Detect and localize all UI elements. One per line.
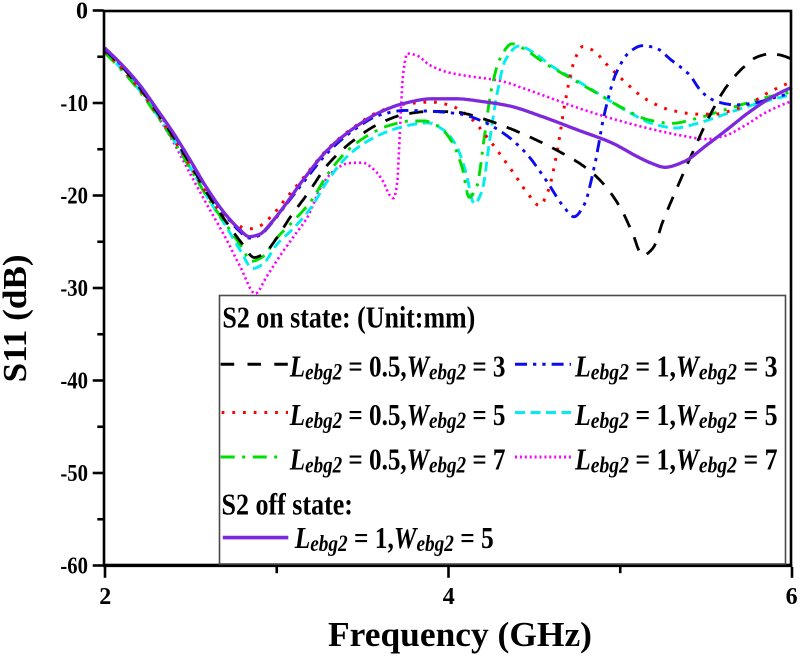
svg-text:4: 4 <box>443 584 455 610</box>
svg-text:-30: -30 <box>60 275 88 302</box>
svg-text:-60: -60 <box>60 552 88 579</box>
svg-text:Frequency (GHz): Frequency (GHz) <box>328 615 592 653</box>
svg-text:-10: -10 <box>60 90 88 117</box>
svg-text:S2 off state:: S2 off state: <box>222 488 353 522</box>
svg-text:0: 0 <box>76 0 88 25</box>
svg-text:Lebg2 = 0.5,Webg2 = 3: Lebg2 = 0.5,Webg2 = 3 <box>289 350 506 385</box>
svg-text:Lebg2 = 1,Webg2 = 7: Lebg2 = 1,Webg2 = 7 <box>574 443 777 477</box>
svg-text:Lebg2 = 1,Webg2 = 5: Lebg2 = 1,Webg2 = 5 <box>574 399 777 433</box>
svg-text:-20: -20 <box>60 182 88 209</box>
svg-text:-40: -40 <box>60 367 88 394</box>
svg-text:Lebg2 = 1,Webg2 = 3: Lebg2 = 1,Webg2 = 3 <box>574 350 777 384</box>
svg-text:Lebg2 = 0.5,Webg2 = 7: Lebg2 = 0.5,Webg2 = 7 <box>289 443 506 478</box>
svg-text:Lebg2 = 1,Webg2 = 5: Lebg2 = 1,Webg2 = 5 <box>294 522 494 557</box>
svg-text:6: 6 <box>786 584 798 610</box>
svg-text:S11 (dB): S11 (dB) <box>0 254 34 382</box>
svg-text:Lebg2 = 0.5,Webg2 = 5: Lebg2 = 0.5,Webg2 = 5 <box>289 398 506 433</box>
svg-text:2: 2 <box>99 584 111 610</box>
svg-text:-50: -50 <box>60 460 88 487</box>
svg-text:S2 on state: (Unit:mm): S2 on state: (Unit:mm) <box>222 302 475 336</box>
